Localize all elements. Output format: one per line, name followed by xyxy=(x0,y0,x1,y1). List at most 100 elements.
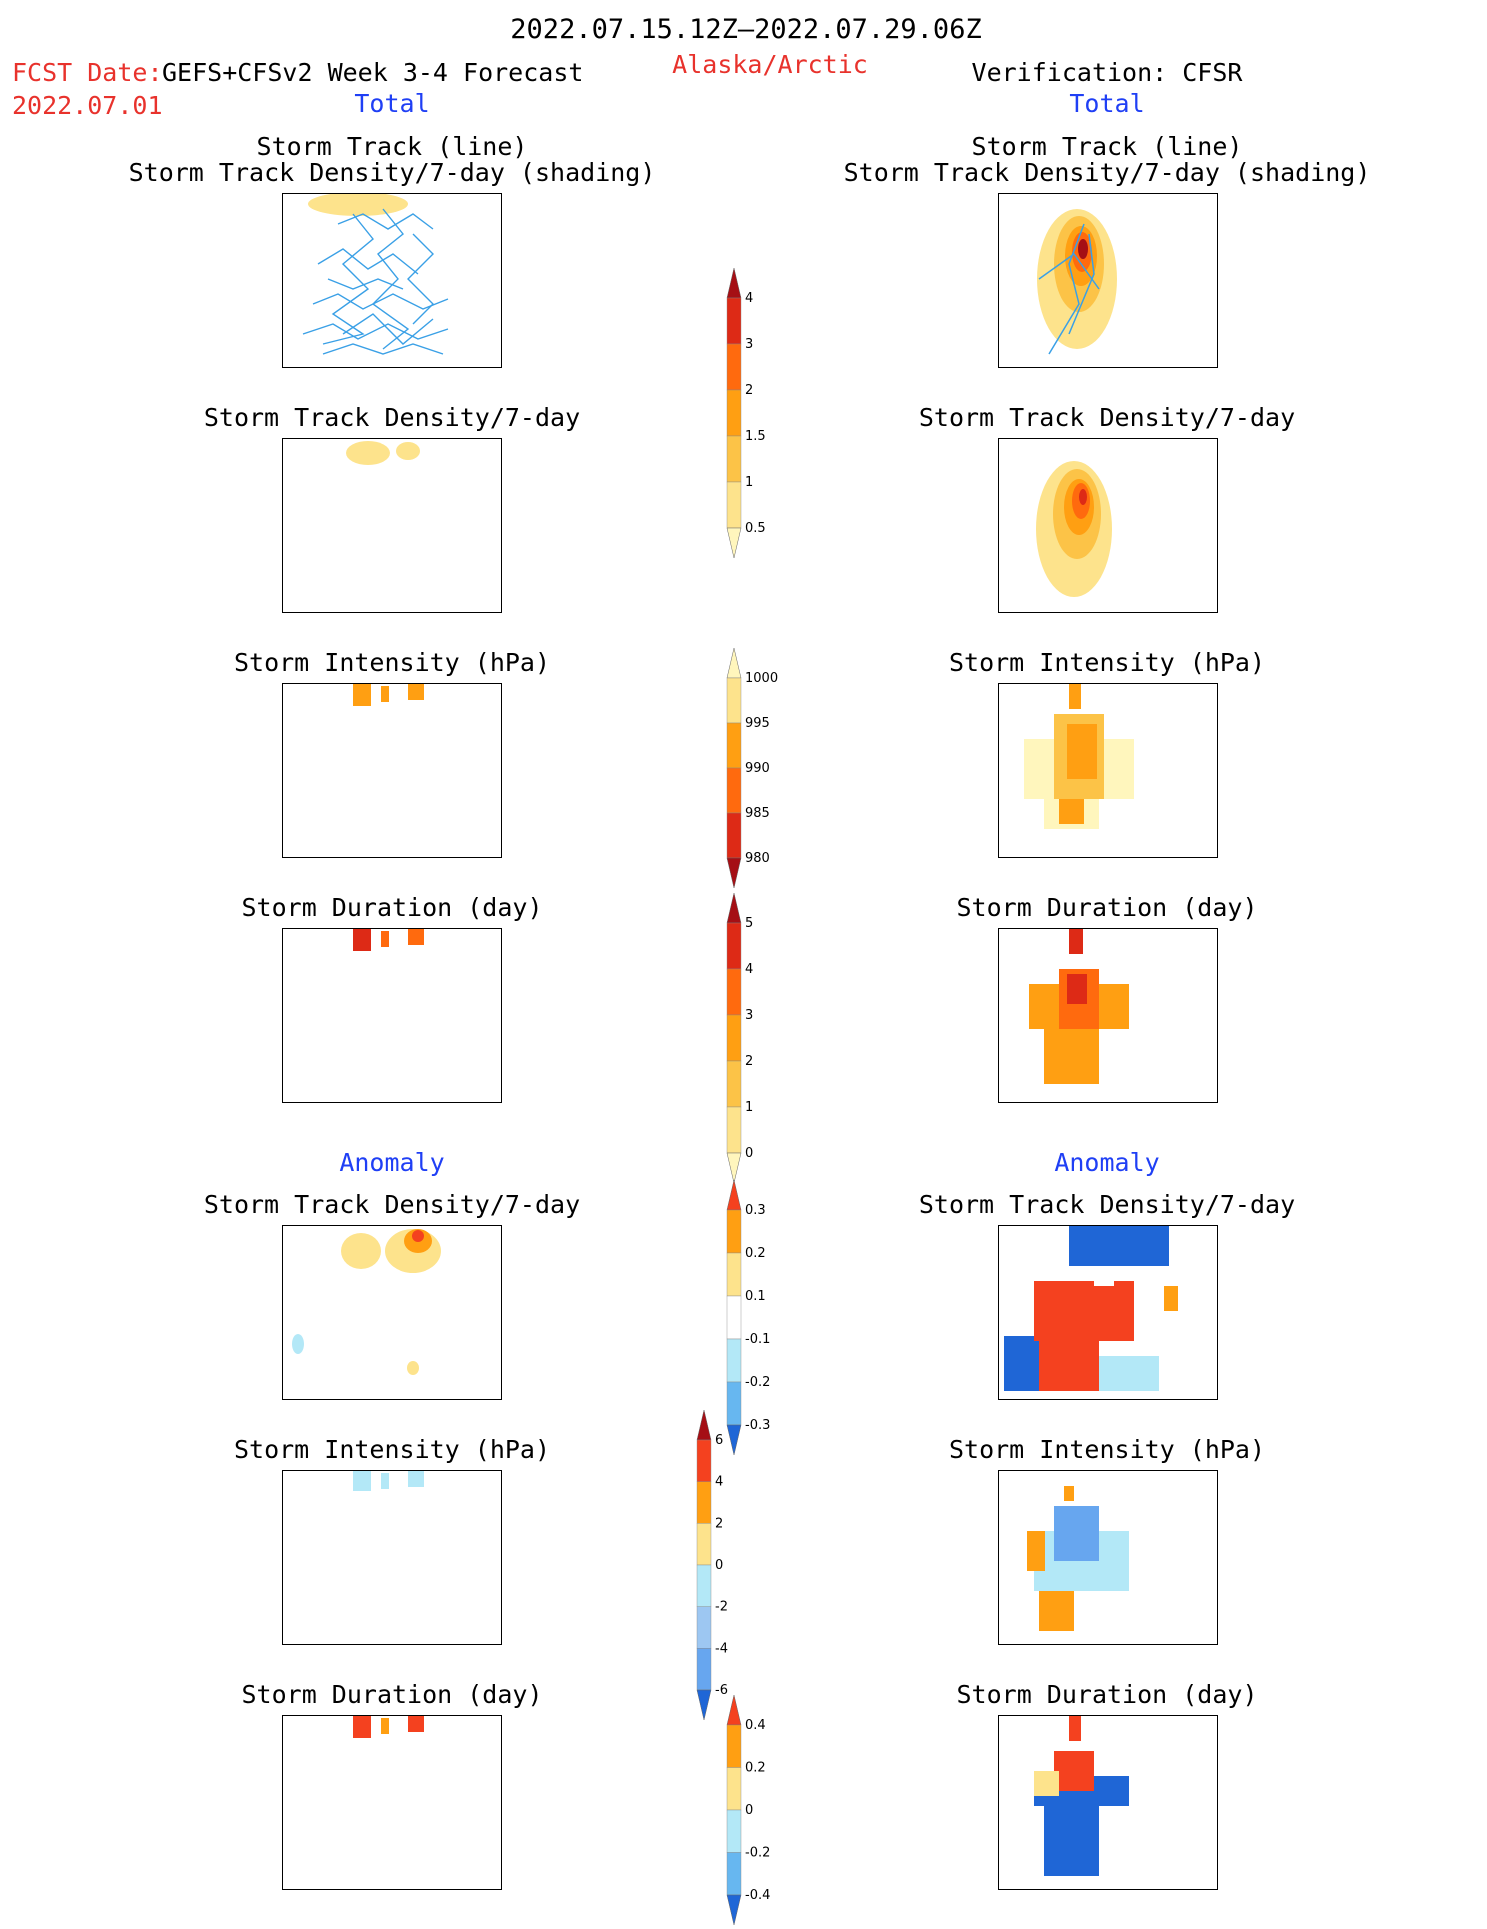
left-track-density-map-plot xyxy=(346,441,420,465)
model-name: GEFS+CFSv2 Week 3-4 Forecast xyxy=(162,58,584,87)
track-density-total-top-cap xyxy=(726,267,742,299)
right-panel-1-title: Storm Track (line) xyxy=(971,132,1243,161)
left-duration-anomaly-map xyxy=(282,1715,502,1890)
right-track-density-map-plot xyxy=(1036,461,1112,597)
duration-total-swatch xyxy=(726,922,742,970)
track-density-total-label: 0.5 xyxy=(745,521,766,536)
intensity-anomaly-swatch xyxy=(696,1606,712,1649)
left-total-label: Total xyxy=(354,89,430,118)
track-density-anomaly-swatch xyxy=(726,1295,742,1340)
duration-anomaly-label: 0.2 xyxy=(745,1761,766,1776)
colorbar-intensity-total: 1000 995 990 985 980 xyxy=(726,647,807,892)
right-intensity-anomaly-map xyxy=(998,1470,1218,1645)
duration-total-label: 3 xyxy=(745,1008,753,1023)
duration-anomaly-label: 0 xyxy=(745,1803,753,1818)
intensity-anomaly-label: 6 xyxy=(715,1433,723,1448)
duration-anomaly-top-cap xyxy=(726,1694,742,1726)
track-density-anomaly-bottom-cap xyxy=(726,1424,742,1456)
right-panel-3-title: Storm Intensity (hPa) xyxy=(948,648,1266,677)
track-density-anomaly-swatch xyxy=(726,1338,742,1383)
left-panel-1-subtitle: Storm Track Density/7-day (shading) xyxy=(128,158,656,187)
track-density-total-swatch xyxy=(726,343,742,391)
track-density-anomaly-label: 0.2 xyxy=(745,1246,766,1261)
duration-anomaly-label: -0.4 xyxy=(745,1888,770,1903)
left-panel-1-title: Storm Track (line) xyxy=(256,132,528,161)
duration-anomaly-bottom-cap xyxy=(726,1894,742,1926)
left-density-anomaly-map xyxy=(282,1225,502,1400)
duration-anomaly-swatch xyxy=(726,1852,742,1896)
duration-total-swatch xyxy=(726,1060,742,1108)
right-duration-anomaly-map-plot xyxy=(1034,1716,1129,1876)
intensity-total-label: 980 xyxy=(745,851,770,866)
duration-total-label: 4 xyxy=(745,962,753,977)
left-duration-map-plot xyxy=(353,929,424,951)
colorbar-track-density-anomaly-svg: 0.3 0.2 0.1 -0.1 -0.2 -0.3 xyxy=(726,1179,770,1456)
track-density-total-label: 2 xyxy=(745,383,753,398)
left-intensity-anomaly-map-plot xyxy=(353,1471,424,1491)
right-storm-track-map-plot xyxy=(1037,209,1117,355)
right-storm-track-map xyxy=(998,193,1218,368)
track-density-anomaly-label: 0.1 xyxy=(745,1289,766,1304)
left-intensity-anomaly-map xyxy=(282,1470,502,1645)
left-panel-7-title: Storm Duration (day) xyxy=(241,1680,543,1709)
intensity-anomaly-label: 2 xyxy=(715,1516,723,1531)
duration-total-label: 0 xyxy=(745,1146,753,1161)
left-panel-2-title: Storm Track Density/7-day xyxy=(203,403,581,432)
right-intensity-map xyxy=(998,683,1218,858)
colorbar-intensity-total-svg: 1000 995 990 985 980 xyxy=(726,647,778,889)
fcst-date-label: FCST Date: xyxy=(12,58,163,87)
right-duration-map xyxy=(998,928,1218,1103)
right-intensity-map-plot xyxy=(1024,684,1134,829)
left-duration-map xyxy=(282,928,502,1103)
track-density-anomaly-swatch xyxy=(726,1252,742,1297)
intensity-anomaly-label: -4 xyxy=(715,1641,728,1656)
track-density-anomaly-label: -0.2 xyxy=(745,1375,770,1390)
intensity-total-label: 1000 xyxy=(745,671,778,686)
intensity-anomaly-swatch xyxy=(696,1439,712,1482)
track-density-total-swatch xyxy=(726,389,742,437)
duration-total-swatch xyxy=(726,1106,742,1154)
intensity-total-bottom-cap xyxy=(726,857,742,889)
left-intensity-map-plot xyxy=(353,684,424,706)
right-intensity-anomaly-map-plot xyxy=(1027,1486,1129,1631)
intensity-anomaly-bottom-cap xyxy=(696,1689,712,1721)
right-density-anomaly-map xyxy=(998,1225,1218,1400)
duration-total-label: 1 xyxy=(745,1100,753,1115)
left-track-density-map xyxy=(282,438,502,613)
duration-total-swatch xyxy=(726,968,742,1016)
intensity-anomaly-label: -2 xyxy=(715,1600,728,1615)
right-panel-1-subtitle: Storm Track Density/7-day (shading) xyxy=(843,158,1371,187)
left-intensity-map xyxy=(282,683,502,858)
track-density-total-bottom-cap xyxy=(726,527,742,559)
track-density-total-label: 1 xyxy=(745,475,753,490)
intensity-anomaly-label: 0 xyxy=(715,1558,723,1573)
intensity-total-swatch xyxy=(726,812,742,859)
intensity-anomaly-swatch xyxy=(696,1564,712,1607)
duration-total-swatch xyxy=(726,1014,742,1062)
intensity-total-label: 985 xyxy=(745,806,770,821)
left-density-anomaly-map-plot xyxy=(292,1229,441,1375)
track-density-anomaly-swatch xyxy=(726,1209,742,1254)
fcst-date: 2022.07.01 xyxy=(12,91,163,120)
duration-anomaly-label: -0.2 xyxy=(745,1846,770,1861)
colorbar-track-density-total: 4 3 2 1.5 1 0.5 xyxy=(726,267,807,562)
duration-total-bottom-cap xyxy=(726,1152,742,1184)
track-density-total-label: 1.5 xyxy=(745,429,766,444)
colorbar-duration-anomaly-svg: 0.4 0.2 0 -0.2 -0.4 xyxy=(726,1694,770,1926)
right-panel-2-title: Storm Track Density/7-day xyxy=(918,403,1296,432)
duration-total-top-cap xyxy=(726,892,742,924)
track-density-total-swatch xyxy=(726,297,742,345)
track-density-total-swatch xyxy=(726,435,742,483)
right-panel-4-title: Storm Duration (day) xyxy=(956,893,1258,922)
track-density-anomaly-top-cap xyxy=(726,1179,742,1211)
duration-total-label: 5 xyxy=(745,916,753,931)
right-panel-7-title: Storm Duration (day) xyxy=(956,1680,1258,1709)
colorbar-duration-total: 5 4 3 2 1 0 xyxy=(726,892,807,1187)
left-panel-3-title: Storm Intensity (hPa) xyxy=(233,648,551,677)
left-duration-anomaly-map-plot xyxy=(353,1716,424,1738)
track-density-anomaly-label: -0.1 xyxy=(745,1332,770,1347)
intensity-total-label: 990 xyxy=(745,761,770,776)
verification-label: Verification: CFSR xyxy=(971,58,1243,87)
region-name: Alaska/Arctic xyxy=(672,50,868,79)
track-density-total-swatch xyxy=(726,481,742,529)
